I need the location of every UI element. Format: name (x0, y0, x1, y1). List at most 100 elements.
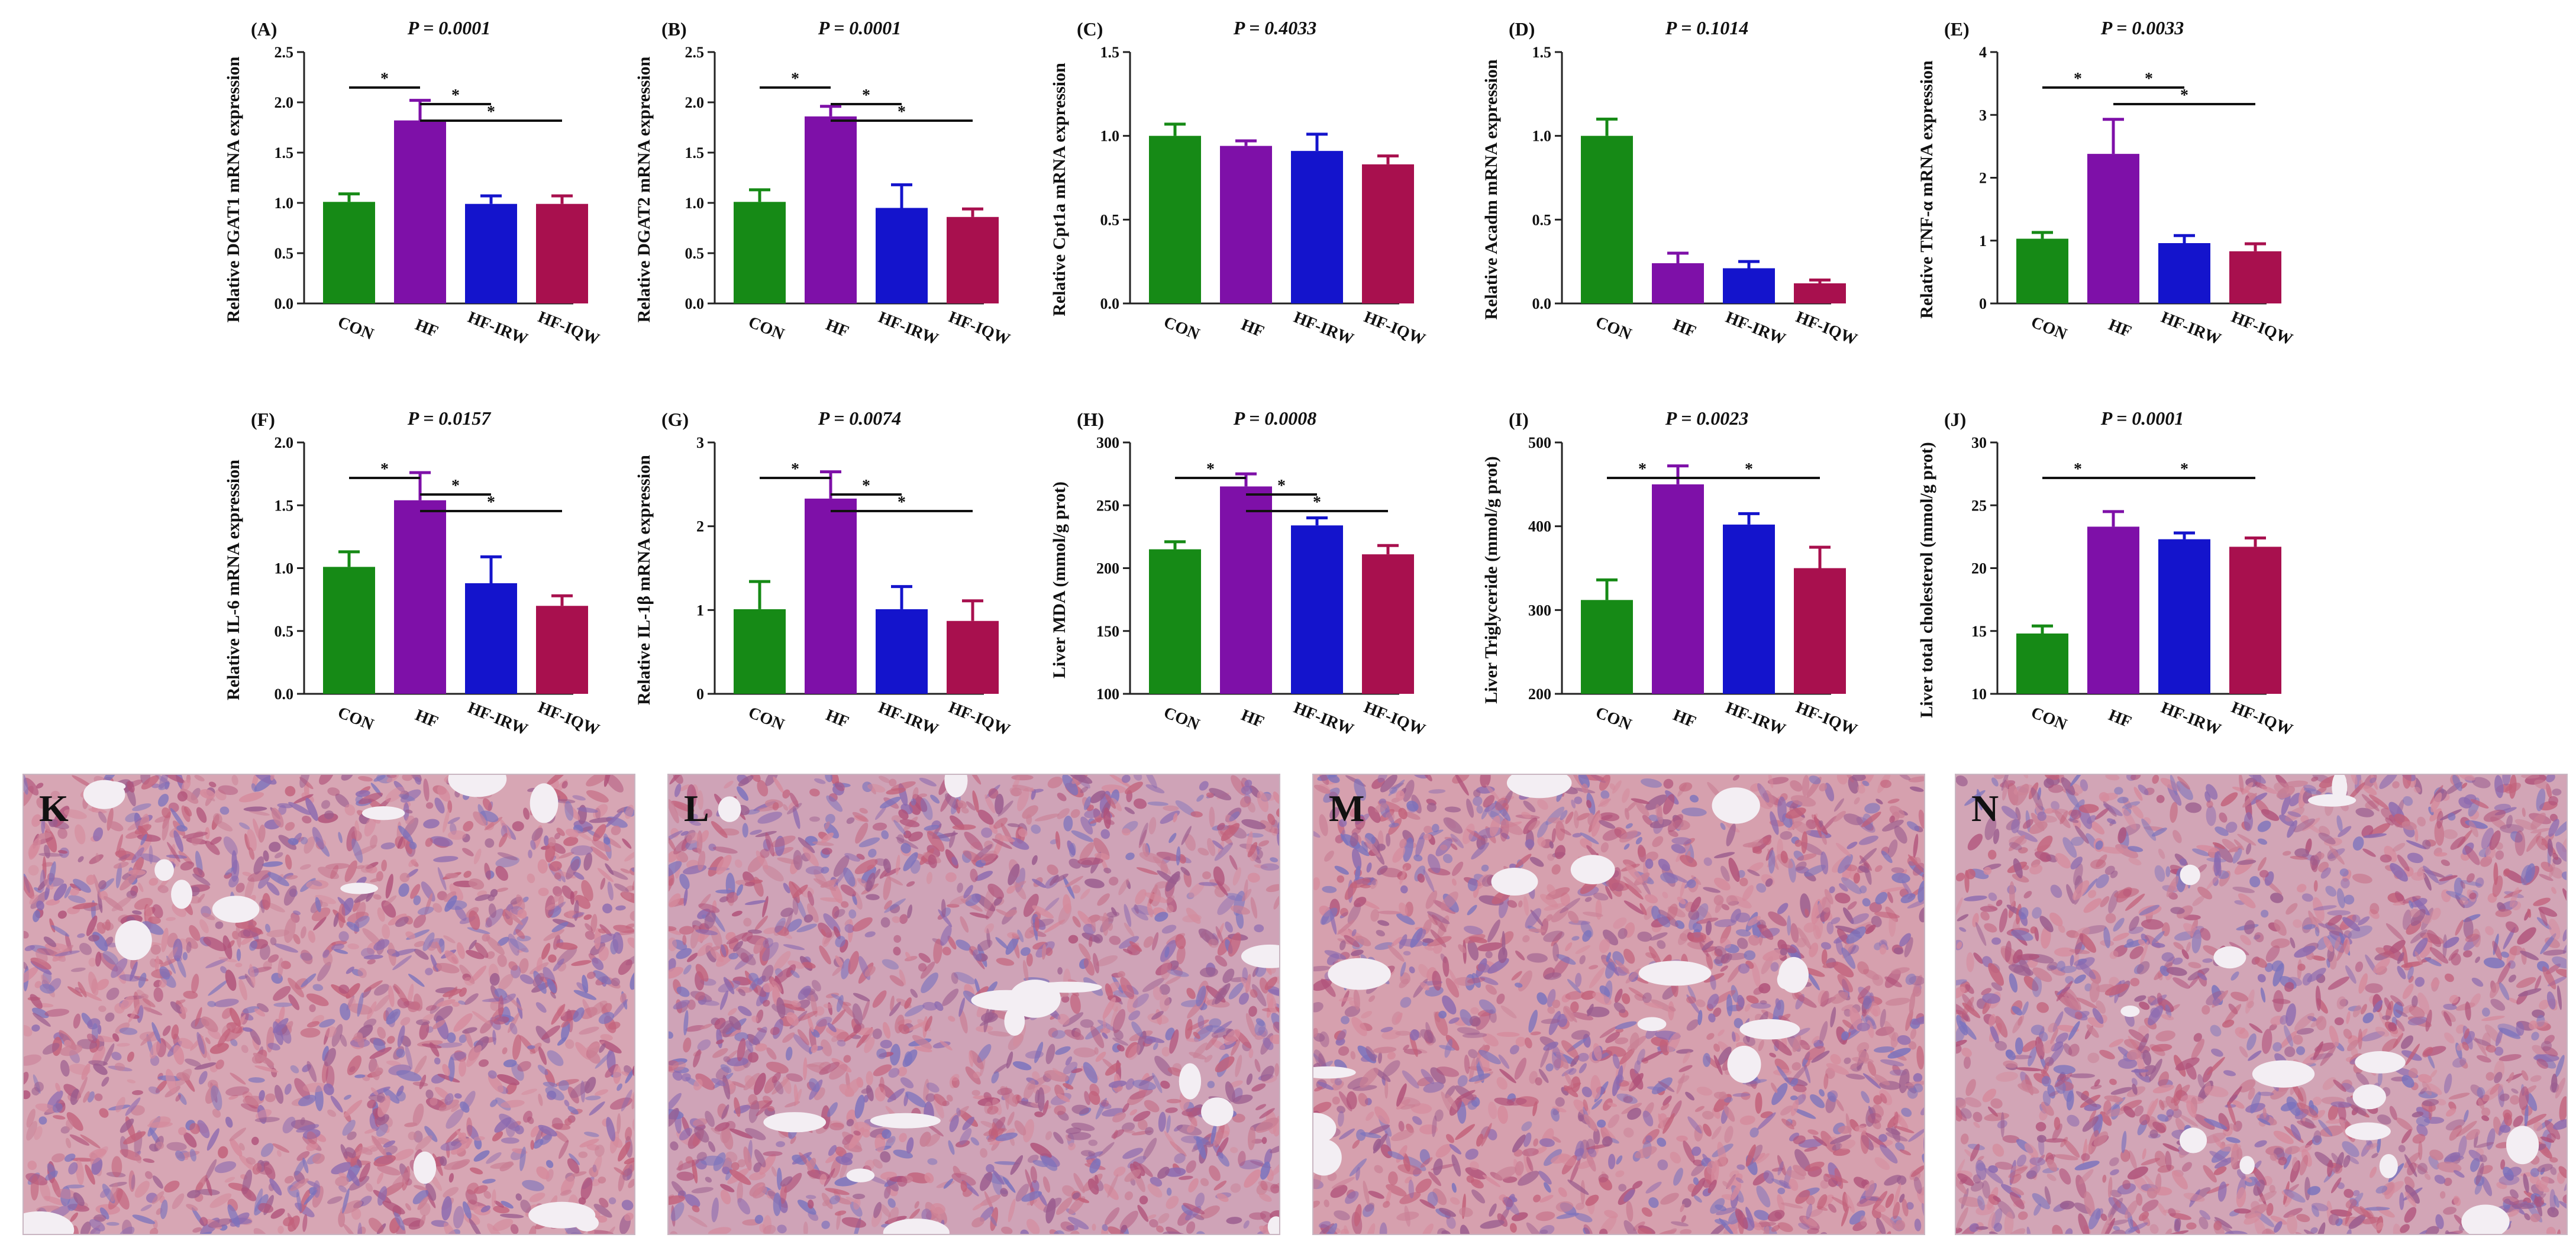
vessel-lumen (718, 796, 741, 822)
tissue-cell (780, 1183, 787, 1204)
tissue-cell (1880, 1093, 1887, 1104)
tissue-cell (1692, 922, 1703, 933)
tissue-cell (1216, 823, 1225, 830)
tissue-cell (1607, 1102, 1618, 1107)
tissue-cell (132, 803, 151, 812)
tissue-cell (441, 1196, 452, 1221)
tissue-cell (627, 937, 634, 949)
tissue-cell (1658, 909, 1678, 927)
tissue-cell (1023, 1080, 1035, 1100)
tissue-cell (1687, 1184, 1696, 1193)
tissue-cell (1379, 1222, 1387, 1234)
tissue-cell (1174, 1153, 1186, 1163)
x-tick-label: CON (335, 703, 376, 734)
tissue-cell (1267, 989, 1279, 998)
tissue-cell (1902, 1198, 1909, 1217)
tissue-cell (30, 891, 49, 909)
tissue-cell (1720, 965, 1728, 972)
y-tick-label: 1.5 (1532, 44, 1552, 61)
tissue-cell (783, 944, 805, 951)
tissue-cell (1159, 984, 1170, 996)
tissue-cell (807, 1016, 814, 1032)
tissue-cell (1232, 1094, 1253, 1104)
bar-hf-irw (2158, 243, 2210, 303)
tissue-cell (1102, 997, 1116, 1019)
vessel-lumen (413, 1151, 437, 1184)
tissue-cell (1386, 833, 1391, 847)
tissue-cell (446, 1108, 464, 1129)
y-axis-title: Relative DGAT1 mRNA expression (224, 56, 243, 322)
tissue-cell (1026, 1219, 1040, 1234)
tissue-cell (445, 872, 459, 878)
tissue-cell (30, 1175, 39, 1201)
tissue-cell (1207, 838, 1216, 857)
tissue-cell (263, 850, 269, 862)
tissue-cell (1849, 1210, 1865, 1225)
tissue-cell (474, 1136, 485, 1141)
tissue-cell (1590, 1075, 1601, 1100)
tissue-cell (592, 957, 604, 971)
tissue-cell (520, 1200, 531, 1213)
tissue-cell (669, 850, 679, 862)
tissue-cell (377, 1165, 401, 1176)
tissue-cell (782, 1032, 795, 1043)
bar-hf-irw (465, 203, 517, 303)
tissue-cell (1042, 1100, 1049, 1116)
tissue-cell (854, 859, 878, 874)
tissue-cell (185, 1058, 201, 1067)
tissue-cell (1057, 967, 1063, 975)
tissue-cell (405, 1203, 411, 1211)
tissue-cell (224, 1177, 235, 1183)
tissue-cell (249, 964, 256, 987)
tissue-cell (89, 1148, 107, 1159)
tissue-cell (743, 1072, 760, 1091)
x-tick-label: HF-IQW (535, 698, 602, 739)
tissue-cell (1632, 1181, 1643, 1189)
bar-hf-irw (2158, 539, 2210, 694)
tissue-cell (843, 1055, 851, 1063)
tissue-cell (1317, 1081, 1334, 1090)
tissue-cell (1144, 1100, 1160, 1113)
tissue-cell (293, 934, 301, 945)
tissue-cell (1833, 798, 1844, 812)
tissue-cell (589, 1101, 605, 1116)
tissue-cell (1468, 1073, 1491, 1082)
tissue-cell (1627, 1107, 1642, 1120)
tissue-cell (1547, 884, 1556, 895)
tissue-cell (36, 1205, 60, 1212)
tissue-cell (1132, 1161, 1145, 1177)
tissue-cell (1068, 1142, 1076, 1150)
tissue-cell (975, 953, 988, 962)
tissue-cell (519, 1146, 526, 1171)
tissue-cell (1430, 1067, 1446, 1084)
tissue-cell (966, 801, 976, 811)
tissue-cell (115, 1022, 130, 1034)
tissue-cell (450, 1051, 467, 1061)
tissue-cell (400, 790, 409, 800)
tissue-cell (825, 775, 833, 783)
tissue-cell (1713, 990, 1736, 1004)
panel-label: (C) (1077, 18, 1103, 40)
tissue-cell (1841, 877, 1862, 894)
tissue-cell (47, 1090, 63, 1109)
tissue-cell (388, 942, 396, 967)
panel-label: (E) (1944, 18, 1970, 40)
tissue-cell (1329, 807, 1340, 820)
tissue-cell (357, 968, 367, 978)
tissue-cell (951, 1173, 976, 1186)
tissue-cell (842, 1134, 854, 1145)
tissue-cell (1273, 791, 1279, 804)
tissue-cell (508, 961, 518, 971)
tissue-cell (451, 1138, 473, 1155)
tissue-cell (1232, 1113, 1245, 1123)
tissue-cell (723, 977, 735, 994)
tissue-cell (1061, 996, 1070, 1003)
tissue-cell (302, 1214, 308, 1232)
tissue-cell (1841, 1004, 1854, 1011)
tissue-cell (1155, 962, 1173, 976)
tissue-cell (669, 1093, 682, 1113)
tissue-cell (256, 1003, 269, 1013)
y-tick-label: 4 (1979, 44, 1987, 61)
tissue-cell (679, 1127, 693, 1140)
